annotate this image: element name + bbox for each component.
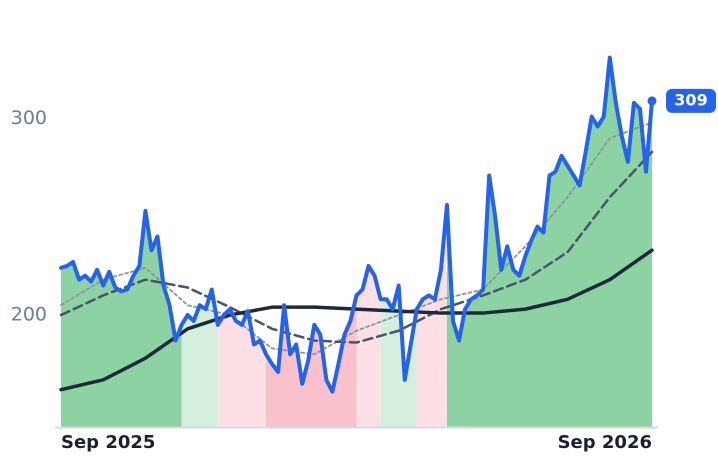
moving-average-line bbox=[60, 121, 653, 356]
y-tick-label: 200 bbox=[11, 304, 47, 326]
y-tick-label: 300 bbox=[11, 107, 47, 129]
moving-average-line bbox=[59, 248, 654, 392]
x-tick-label: Sep 2026 bbox=[558, 432, 652, 453]
region bbox=[416, 57, 447, 427]
price-line bbox=[59, 55, 654, 394]
region bbox=[217, 57, 267, 427]
region bbox=[380, 57, 417, 427]
region bbox=[356, 57, 381, 427]
last-value-badge bbox=[666, 88, 716, 113]
region bbox=[446, 57, 652, 427]
regions bbox=[61, 57, 652, 427]
last-value-label: 309 bbox=[674, 90, 707, 109]
moving-average-line bbox=[59, 150, 654, 344]
lines bbox=[59, 55, 654, 394]
last-point bbox=[647, 96, 657, 106]
x-tick-label: Sep 2025 bbox=[61, 432, 155, 453]
region bbox=[181, 57, 218, 427]
region bbox=[61, 57, 182, 427]
